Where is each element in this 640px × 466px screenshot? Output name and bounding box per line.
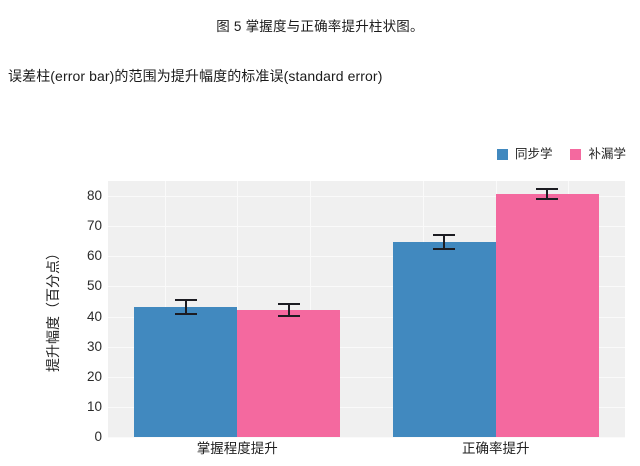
y-axis-tick-label: 0: [94, 429, 102, 444]
legend-item-series-1[interactable]: 同步学: [496, 147, 553, 161]
legend-swatch-icon-series-1: [496, 148, 508, 160]
y-axis-title: 提升幅度（百分点）: [45, 246, 61, 372]
gridline-y: [108, 286, 625, 288]
error-bar-cap-bottom: [277, 314, 300, 317]
figure-caption-title: 图 5 掌握度与正确率提升柱状图。: [216, 19, 424, 34]
y-axis-tick-label: 40: [86, 308, 102, 324]
gridline-y: [108, 346, 625, 348]
gridline-y: [108, 196, 625, 198]
figure-caption-note: 误差柱(error bar)的范围为提升幅度的标准误(standard erro…: [8, 68, 383, 84]
y-axis-tick-label: 60: [86, 248, 102, 264]
y-axis-tick-label: 70: [86, 218, 102, 234]
error-bar-line: [443, 234, 446, 250]
error-bar-series-1-group-1: [174, 298, 197, 315]
bar-series-1-group-2[interactable]: [392, 241, 496, 437]
y-axis-tick-label: 80: [86, 188, 102, 204]
error-bar-line: [546, 187, 549, 200]
error-bar-line: [287, 303, 290, 317]
plot-area: [108, 181, 625, 438]
y-axis-tick-label: 30: [86, 338, 102, 354]
gridline-x: [309, 181, 311, 437]
legend-item-series-2[interactable]: 补漏学: [570, 148, 626, 160]
legend-swatch-icon-series-2: [570, 148, 582, 160]
error-bar-cap-bottom: [536, 197, 559, 200]
bar-series-2-group-1[interactable]: [237, 309, 341, 437]
bar-series-2-group-2[interactable]: [495, 193, 599, 437]
gridline-y: [108, 406, 625, 408]
legend-label-series-1: 同步学: [514, 147, 553, 161]
legend-label-series-2: 补漏学: [588, 147, 626, 161]
error-bar-line: [184, 298, 187, 315]
error-bar-series-2-group-1: [277, 303, 300, 317]
error-bar-series-1-group-2: [433, 234, 456, 250]
chart-legend: 同步学 补漏学: [496, 147, 626, 161]
gridline-y: [108, 376, 625, 378]
x-axis-tick-label: 正确率提升: [462, 441, 530, 456]
gridline-y: [108, 226, 625, 228]
gridline-y: [108, 316, 625, 318]
bar-chart-figure: 同步学 补漏学 提升幅度（百分点） 0 10 20 30 40 50 60 70 80 掌握程度…: [0, 130, 640, 466]
error-bar-cap-bottom: [174, 313, 197, 315]
error-bar-series-2-group-2: [536, 187, 559, 200]
x-axis-tick-label: 掌握程度提升: [196, 441, 278, 456]
gridline-y: [108, 437, 625, 438]
y-axis-tick-label: 20: [86, 368, 102, 384]
gridline-x: [237, 181, 239, 437]
y-axis-tick-label: 50: [86, 278, 102, 294]
bar-series-1-group-1[interactable]: [134, 306, 238, 437]
y-axis-tick-label: 10: [86, 398, 102, 414]
gridline-y: [108, 256, 625, 258]
error-bar-cap-bottom: [433, 247, 456, 250]
